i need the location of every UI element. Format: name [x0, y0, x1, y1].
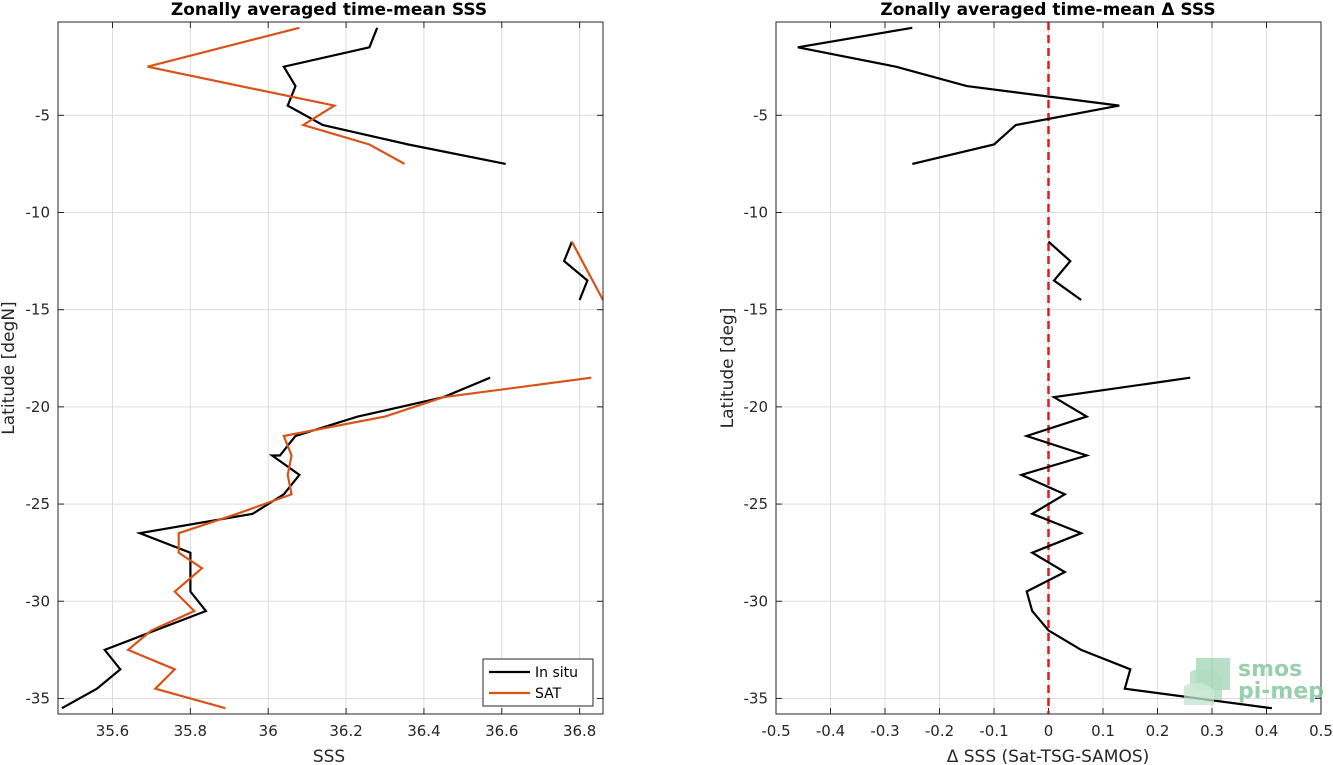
- y-tick-labels: -5 -10 -15 -20 -25 -30 -35: [744, 106, 769, 707]
- x-tick-label: 0.5: [1309, 722, 1333, 740]
- x-tick-labels: -0.5 -0.4 -0.3 -0.2 -0.1 0 0.1 0.2 0.3 0.4 0.5: [761, 722, 1333, 740]
- x-tick-label: 0.4: [1255, 722, 1279, 740]
- y-tick-label: -30: [26, 592, 51, 610]
- chart-title: Zonally averaged time-mean SSS: [171, 0, 487, 20]
- x-tick-label: 36.8: [563, 722, 596, 740]
- y-tick-label: -35: [26, 689, 51, 707]
- legend-label-insitu: In situ: [535, 665, 578, 681]
- waves-logo-icon: [1184, 658, 1230, 705]
- y-tick-label: -15: [744, 301, 769, 319]
- y-tick-label: -30: [744, 592, 769, 610]
- plot-area: [58, 22, 603, 714]
- series-line-in-situ: [562, 241, 589, 301]
- series-line-delta: [797, 26, 1120, 165]
- grid-lines: [58, 22, 603, 714]
- x-tick-label: 0: [1044, 722, 1054, 740]
- x-tick-label: -0.1: [979, 722, 1008, 740]
- x-tick-label: 35.8: [174, 722, 207, 740]
- smos-pi-mep-logo: smos pi-mep: [1184, 657, 1324, 705]
- y-axis-label: Latitude [deg]: [718, 308, 738, 429]
- y-tick-label: -15: [26, 301, 51, 319]
- x-tick-label: 35.6: [96, 722, 129, 740]
- y-tick-label: -5: [35, 106, 50, 124]
- y-tick-label: -20: [744, 398, 769, 416]
- legend: In situ SAT: [482, 658, 594, 707]
- series-line-sat: [147, 26, 406, 165]
- x-tick-labels: 35.6 35.8 36 36.2 36.4 36.6 36.8: [96, 722, 597, 740]
- legend-label-sat: SAT: [535, 686, 562, 702]
- x-tick-label: 0.2: [1146, 722, 1170, 740]
- logo-text-pi-mep: pi-mep: [1238, 679, 1324, 704]
- series-line-delta: [1018, 376, 1273, 710]
- x-tick-label: -0.4: [816, 722, 845, 740]
- chart-title: Zonally averaged time-mean Δ SSS: [880, 0, 1215, 20]
- y-tick-label: -5: [753, 106, 768, 124]
- series-line-sat: [570, 241, 604, 301]
- right-panel-delta-sss: -0.5 -0.4 -0.3 -0.2 -0.1 0 0.1 0.2 0.3 0.4 0.5 -5-…: [718, 0, 1333, 765]
- axes-box: [57, 21, 604, 715]
- x-axis-label: SSS: [313, 747, 345, 765]
- axes-box: [775, 21, 1322, 715]
- y-tick-label: -10: [26, 203, 51, 221]
- x-tick-label: -0.2: [925, 722, 954, 740]
- series-line-delta: [1047, 240, 1082, 301]
- x-tick-label: -0.3: [870, 722, 899, 740]
- x-tick-label: 0.1: [1091, 722, 1115, 740]
- x-tick-label: 36.2: [329, 722, 362, 740]
- x-tick-label: 36.6: [485, 722, 518, 740]
- left-panel-sss: 35.6 35.8 36 36.2 36.4 36.6 36.8 -5 -10 -15 -20 -2…: [0, 0, 604, 765]
- x-tick-label: 0.3: [1200, 722, 1224, 740]
- x-axis-label: Δ SSS (Sat-TSG-SAMOS): [947, 747, 1150, 765]
- series-line-sat: [126, 376, 592, 710]
- y-tick-labels: -5 -10 -15 -20 -25 -30 -35: [26, 106, 51, 707]
- y-tick-label: -25: [26, 495, 51, 513]
- x-tick-label: -0.5: [761, 722, 790, 740]
- data-lines: [797, 26, 1273, 710]
- x-tick-label: 36: [259, 722, 278, 740]
- series-line-in-situ: [61, 376, 491, 710]
- logo-text-smos: smos: [1238, 657, 1302, 682]
- y-tick-label: -20: [26, 398, 51, 416]
- legend-box: [482, 658, 594, 707]
- y-axis-label: Latitude [degN]: [0, 301, 19, 434]
- y-tick-label: -10: [744, 203, 769, 221]
- x-tick-label: 36.4: [407, 722, 440, 740]
- data-lines: [61, 26, 604, 710]
- y-tick-label: -25: [744, 495, 769, 513]
- y-tick-label: -35: [744, 689, 769, 707]
